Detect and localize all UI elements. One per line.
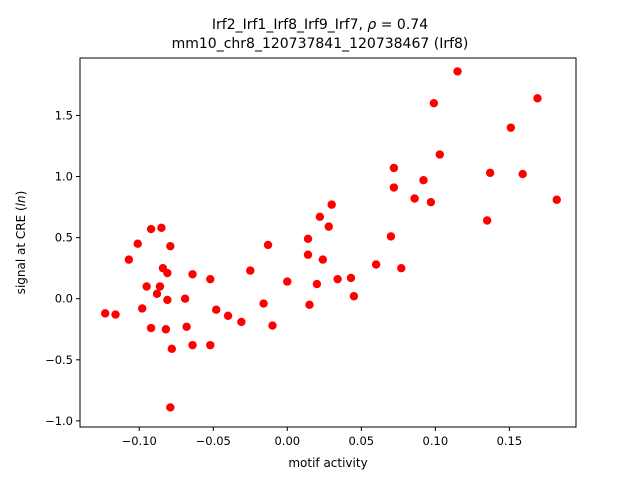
y-axis-label: signal at CRE (ln): [14, 191, 28, 295]
data-point-1: [111, 310, 120, 319]
data-point-3: [133, 239, 142, 248]
data-point-49: [419, 175, 428, 185]
data-point-28: [259, 299, 268, 308]
data-point-24: [212, 305, 221, 314]
y-tick-label-2: 0.0: [55, 292, 73, 306]
x-tick-label-3: 0.05: [349, 434, 375, 448]
data-point-48: [410, 194, 419, 203]
data-point-44: [386, 232, 396, 241]
data-point-19: [182, 322, 191, 332]
x-tick-label-1: −0.05: [196, 434, 231, 448]
data-point-43: [371, 260, 381, 269]
data-point-14: [163, 268, 172, 278]
data-point-41: [346, 273, 356, 283]
data-point-58: [533, 94, 542, 103]
data-point-31: [283, 277, 292, 286]
data-point-2: [124, 255, 134, 264]
data-point-56: [506, 123, 516, 132]
x-tick-label-5: 0.15: [497, 434, 523, 448]
data-point-26: [237, 317, 246, 327]
data-point-45: [389, 183, 399, 192]
data-point-34: [305, 300, 314, 310]
data-point-23: [206, 340, 215, 350]
data-points: [100, 67, 561, 412]
data-point-18: [180, 294, 190, 303]
x-axis-ticks: −0.10 −0.05 0.00 0.05 0.10 0.15: [122, 427, 523, 448]
chart-title-line1: Irf2_Irf1_Irf8_Irf9_Irf7, ρ = 0.74: [212, 17, 428, 33]
y-axis-ticks: −1.0 −0.5 0.0 0.5 1.0 1.5: [45, 108, 80, 428]
data-point-17: [166, 403, 175, 412]
data-point-54: [482, 216, 492, 225]
y-tick-label-1: −0.5: [45, 353, 73, 367]
data-point-39: [327, 200, 336, 209]
y-tick-label-0: −1.0: [45, 414, 73, 428]
y-tick-label-4: 1.0: [55, 170, 73, 184]
data-point-25: [223, 311, 233, 321]
data-point-15: [166, 241, 175, 251]
data-point-16: [167, 344, 176, 353]
data-point-55: [485, 168, 495, 178]
data-point-5: [142, 282, 151, 291]
data-point-6: [146, 224, 156, 234]
data-point-57: [518, 169, 527, 179]
data-point-36: [315, 212, 325, 222]
data-point-29: [263, 240, 273, 250]
data-point-47: [397, 263, 406, 273]
data-point-33: [303, 250, 313, 259]
x-axis-label: motif activity: [288, 456, 367, 470]
data-point-13: [163, 295, 172, 305]
data-point-53: [453, 67, 462, 76]
data-point-59: [552, 195, 561, 204]
data-point-22: [206, 274, 215, 284]
data-point-20: [188, 270, 197, 279]
data-point-10: [157, 223, 166, 233]
chart-title-line2: mm10_chr8_120737841_120738467 (Irf8): [172, 36, 469, 52]
data-point-38: [324, 222, 333, 231]
data-point-52: [435, 150, 444, 159]
data-point-9: [155, 282, 165, 291]
y-tick-label-5: 1.5: [55, 108, 73, 122]
data-point-35: [312, 279, 322, 289]
data-point-8: [152, 289, 162, 299]
x-tick-label-4: 0.10: [423, 434, 449, 448]
data-point-30: [268, 321, 277, 330]
data-point-42: [349, 292, 359, 301]
data-point-32: [303, 234, 313, 244]
data-point-50: [426, 197, 436, 207]
y-tick-label-3: 0.5: [55, 231, 73, 245]
x-tick-label-2: 0.00: [274, 434, 300, 448]
data-point-46: [389, 163, 399, 173]
data-point-27: [246, 266, 255, 275]
plot-frame: [79, 57, 577, 428]
x-tick-label-0: −0.10: [122, 434, 157, 448]
data-point-4: [137, 304, 147, 313]
data-point-7: [146, 323, 156, 333]
data-point-0: [100, 309, 110, 318]
data-point-40: [333, 274, 342, 284]
data-point-51: [429, 99, 439, 108]
data-point-21: [188, 340, 197, 350]
data-point-12: [161, 325, 171, 334]
data-point-37: [318, 255, 328, 264]
